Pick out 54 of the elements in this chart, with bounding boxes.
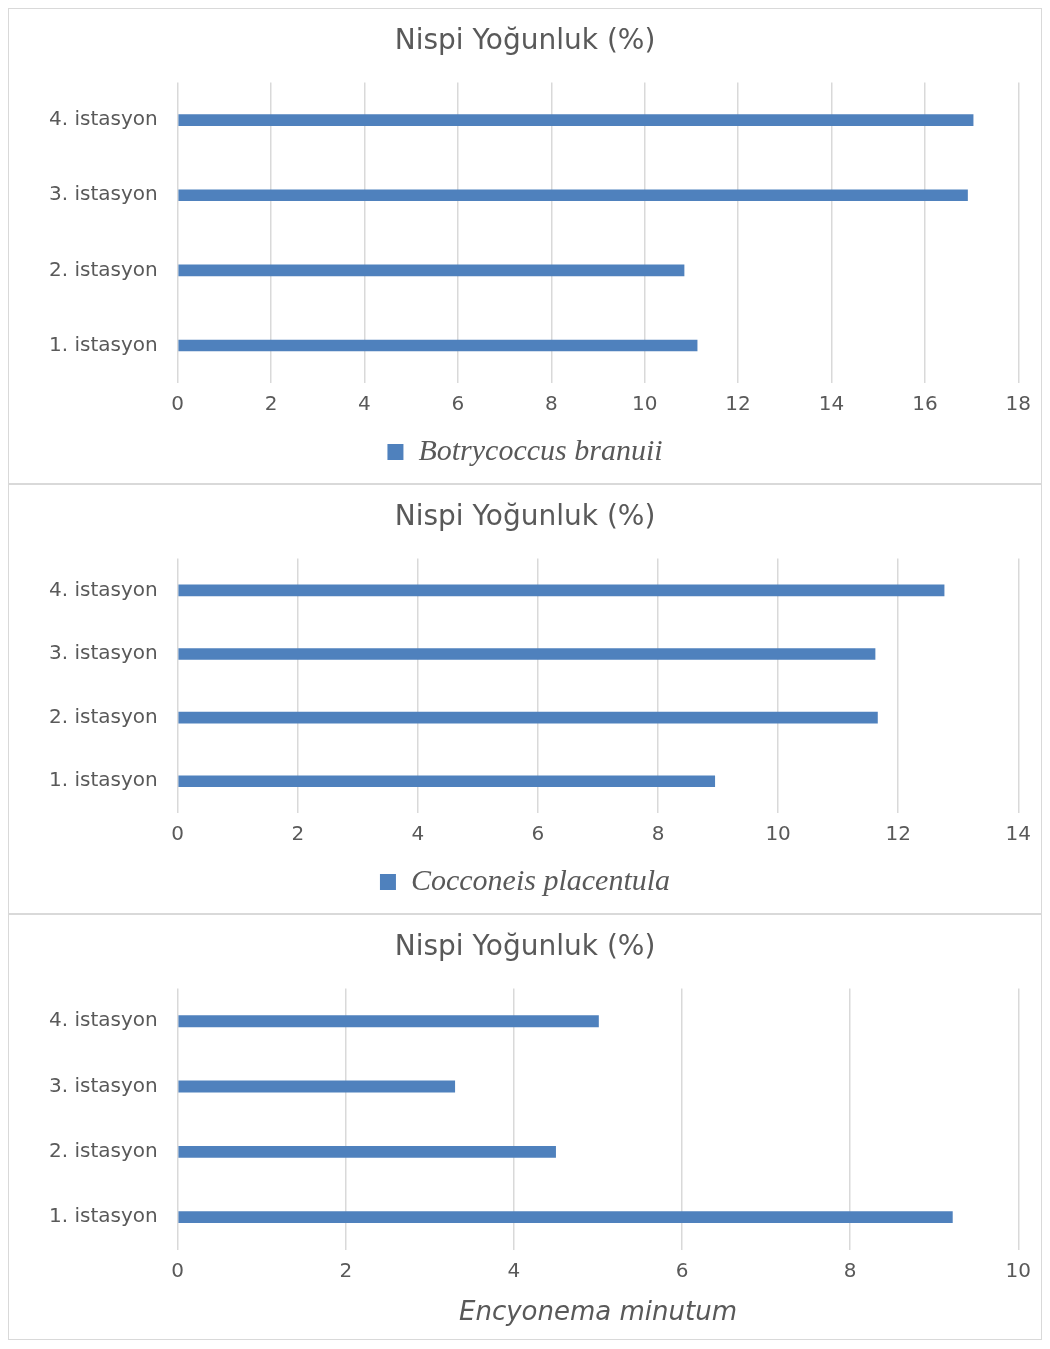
- chart-title: Nispi Yoğunluk (%): [394, 499, 656, 533]
- y-tick-label: 3. istasyon: [48, 181, 158, 206]
- legend-label: Botrycoccus branuii: [418, 432, 663, 466]
- bar: [178, 1015, 599, 1028]
- x-tick-label: 10: [631, 391, 658, 416]
- x-tick-label: 10: [765, 821, 791, 846]
- y-tick-label: 1. istasyon: [48, 767, 158, 792]
- x-tick-label: 6: [451, 391, 465, 416]
- y-tick-label: 3. istasyon: [48, 1072, 158, 1097]
- x-tick-label: 14: [1005, 821, 1031, 846]
- x-tick-label: 16: [912, 391, 938, 416]
- bar: [178, 189, 968, 202]
- x-tick-label: 8: [651, 821, 665, 846]
- x-tick-label: 0: [171, 821, 185, 846]
- bar: [178, 1211, 953, 1224]
- y-tick-label: 2. istasyon: [48, 1138, 158, 1163]
- bar: [178, 711, 878, 724]
- y-tick-label: 1. istasyon: [48, 331, 158, 356]
- y-tick-label: 2. istasyon: [48, 256, 158, 281]
- x-tick-label: 14: [818, 391, 845, 416]
- x-tick-label: 0: [171, 1258, 185, 1282]
- x-tick-label: 18: [1005, 391, 1031, 416]
- x-tick-label: 12: [725, 391, 751, 416]
- x-tick-label: 4: [507, 1258, 521, 1282]
- bar: [178, 584, 945, 597]
- y-tick-label: 4. istasyon: [48, 106, 158, 131]
- x-tick-label: 6: [675, 1258, 689, 1282]
- x-tick-label: 0: [171, 391, 185, 416]
- bar: [178, 339, 698, 352]
- x-tick-label: 8: [544, 391, 558, 416]
- x-tick-label: 2: [264, 391, 278, 416]
- bar: [178, 264, 685, 277]
- y-tick-label: 3. istasyon: [48, 640, 158, 665]
- chart-title: Nispi Yoğunluk (%): [394, 23, 656, 57]
- x-tick-label: 2: [339, 1258, 353, 1282]
- bar: [178, 1145, 556, 1158]
- x-tick-label: 12: [885, 821, 911, 846]
- y-tick-label: 2. istasyon: [48, 703, 158, 728]
- x-tick-label: 8: [843, 1258, 857, 1282]
- bar: [178, 775, 716, 787]
- legend-label: Cocconeis placentula: [410, 862, 671, 896]
- x-tick-label: 4: [358, 391, 371, 416]
- x-tick-label: 2: [291, 821, 305, 846]
- x-tick-label: 6: [531, 821, 545, 846]
- y-tick-label: 1. istasyon: [48, 1203, 158, 1228]
- bar: [178, 648, 876, 660]
- x-tick-label: 10: [1005, 1258, 1031, 1282]
- chart-title: Nispi Yoğunluk (%): [394, 929, 656, 963]
- x-axis-title: Encyonema minutum: [458, 1296, 737, 1327]
- bar: [178, 1080, 456, 1093]
- y-tick-label: 4. istasyon: [48, 576, 158, 601]
- bar: [178, 114, 974, 126]
- x-tick-label: 4: [411, 821, 425, 846]
- y-tick-label: 4. istasyon: [48, 1007, 158, 1032]
